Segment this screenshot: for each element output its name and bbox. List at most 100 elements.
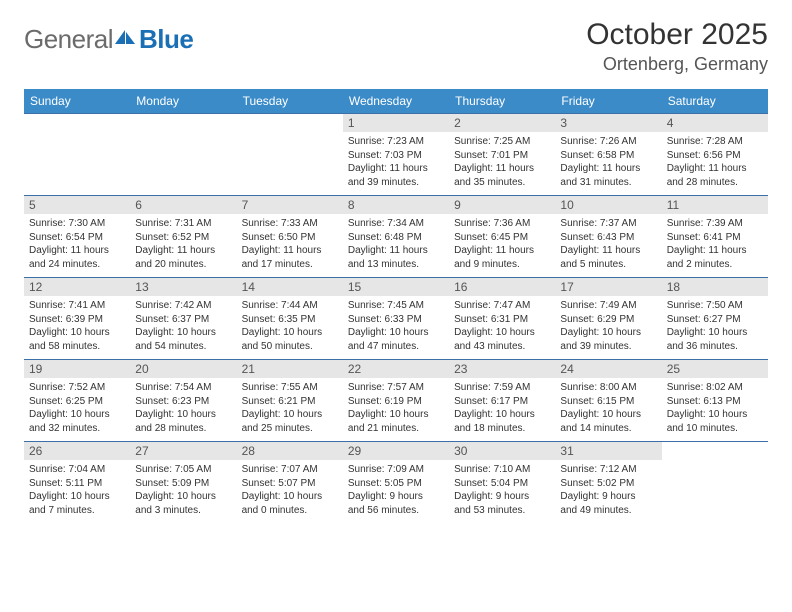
day-cell: 18Sunrise: 7:50 AMSunset: 6:27 PMDayligh… <box>662 278 768 360</box>
day-number: 18 <box>662 278 768 296</box>
day-body: Sunrise: 7:36 AMSunset: 6:45 PMDaylight:… <box>449 214 555 277</box>
day-header: Saturday <box>662 89 768 114</box>
day-number: 9 <box>449 196 555 214</box>
day-line: and 18 minutes. <box>454 422 550 436</box>
day-cell: 2Sunrise: 7:25 AMSunset: 7:01 PMDaylight… <box>449 114 555 196</box>
day-body: Sunrise: 7:33 AMSunset: 6:50 PMDaylight:… <box>237 214 343 277</box>
title-block: October 2025 Ortenberg, Germany <box>586 18 768 75</box>
day-number: 1 <box>343 114 449 132</box>
day-body: Sunrise: 7:10 AMSunset: 5:04 PMDaylight:… <box>449 460 555 523</box>
day-line: and 25 minutes. <box>242 422 338 436</box>
day-cell <box>237 114 343 196</box>
day-line: and 50 minutes. <box>242 340 338 354</box>
page-header: General Blue October 2025 Ortenberg, Ger… <box>24 18 768 75</box>
day-line: Daylight: 11 hours <box>242 244 338 258</box>
day-line: Sunset: 5:05 PM <box>348 477 444 491</box>
day-line: Sunrise: 7:30 AM <box>29 217 125 231</box>
day-line: Daylight: 10 hours <box>454 326 550 340</box>
day-line: Sunset: 6:52 PM <box>135 231 231 245</box>
day-body: Sunrise: 7:05 AMSunset: 5:09 PMDaylight:… <box>130 460 236 523</box>
day-body: Sunrise: 7:26 AMSunset: 6:58 PMDaylight:… <box>555 132 661 195</box>
day-line: Sunrise: 7:44 AM <box>242 299 338 313</box>
day-cell: 22Sunrise: 7:57 AMSunset: 6:19 PMDayligh… <box>343 360 449 442</box>
day-line: Sunrise: 8:02 AM <box>667 381 763 395</box>
day-line: Sunrise: 7:54 AM <box>135 381 231 395</box>
day-line: Sunset: 6:17 PM <box>454 395 550 409</box>
day-number: 3 <box>555 114 661 132</box>
day-body: Sunrise: 7:25 AMSunset: 7:01 PMDaylight:… <box>449 132 555 195</box>
day-line: Sunset: 6:25 PM <box>29 395 125 409</box>
day-line: Sunset: 6:50 PM <box>242 231 338 245</box>
day-cell: 7Sunrise: 7:33 AMSunset: 6:50 PMDaylight… <box>237 196 343 278</box>
day-line: Sunrise: 7:23 AM <box>348 135 444 149</box>
sail-icon <box>113 28 137 46</box>
day-line: Sunrise: 7:07 AM <box>242 463 338 477</box>
day-line: Daylight: 10 hours <box>560 408 656 422</box>
day-line: and 13 minutes. <box>348 258 444 272</box>
day-header: Sunday <box>24 89 130 114</box>
day-line: Daylight: 10 hours <box>454 408 550 422</box>
day-line: Daylight: 11 hours <box>29 244 125 258</box>
day-line: Sunset: 6:35 PM <box>242 313 338 327</box>
day-cell: 24Sunrise: 8:00 AMSunset: 6:15 PMDayligh… <box>555 360 661 442</box>
day-number: 13 <box>130 278 236 296</box>
day-line: Sunset: 6:19 PM <box>348 395 444 409</box>
day-cell: 20Sunrise: 7:54 AMSunset: 6:23 PMDayligh… <box>130 360 236 442</box>
day-cell: 5Sunrise: 7:30 AMSunset: 6:54 PMDaylight… <box>24 196 130 278</box>
day-line: Sunset: 5:04 PM <box>454 477 550 491</box>
day-line: Sunrise: 7:45 AM <box>348 299 444 313</box>
day-number: 2 <box>449 114 555 132</box>
day-line: Sunset: 6:13 PM <box>667 395 763 409</box>
day-cell: 4Sunrise: 7:28 AMSunset: 6:56 PMDaylight… <box>662 114 768 196</box>
day-line: and 36 minutes. <box>667 340 763 354</box>
day-line: Sunset: 7:03 PM <box>348 149 444 163</box>
day-number: 5 <box>24 196 130 214</box>
day-line: and 39 minutes. <box>560 340 656 354</box>
day-line: Sunset: 6:21 PM <box>242 395 338 409</box>
day-body <box>24 132 130 141</box>
day-line: Sunset: 6:31 PM <box>454 313 550 327</box>
day-line: Daylight: 11 hours <box>560 162 656 176</box>
day-line: Sunrise: 7:59 AM <box>454 381 550 395</box>
day-body: Sunrise: 7:12 AMSunset: 5:02 PMDaylight:… <box>555 460 661 523</box>
day-line: Sunrise: 7:41 AM <box>29 299 125 313</box>
day-number: 8 <box>343 196 449 214</box>
day-body: Sunrise: 7:04 AMSunset: 5:11 PMDaylight:… <box>24 460 130 523</box>
day-cell: 1Sunrise: 7:23 AMSunset: 7:03 PMDaylight… <box>343 114 449 196</box>
day-body: Sunrise: 7:45 AMSunset: 6:33 PMDaylight:… <box>343 296 449 359</box>
day-cell: 29Sunrise: 7:09 AMSunset: 5:05 PMDayligh… <box>343 442 449 524</box>
day-line: and 21 minutes. <box>348 422 444 436</box>
day-body: Sunrise: 7:30 AMSunset: 6:54 PMDaylight:… <box>24 214 130 277</box>
day-cell: 25Sunrise: 8:02 AMSunset: 6:13 PMDayligh… <box>662 360 768 442</box>
day-line: and 49 minutes. <box>560 504 656 518</box>
day-number <box>130 114 236 132</box>
day-number: 21 <box>237 360 343 378</box>
day-line: Sunrise: 7:26 AM <box>560 135 656 149</box>
day-line: Daylight: 10 hours <box>667 326 763 340</box>
day-cell: 11Sunrise: 7:39 AMSunset: 6:41 PMDayligh… <box>662 196 768 278</box>
day-cell <box>24 114 130 196</box>
day-body: Sunrise: 7:34 AMSunset: 6:48 PMDaylight:… <box>343 214 449 277</box>
day-cell: 16Sunrise: 7:47 AMSunset: 6:31 PMDayligh… <box>449 278 555 360</box>
day-line: and 24 minutes. <box>29 258 125 272</box>
day-line: Sunrise: 7:49 AM <box>560 299 656 313</box>
day-header: Friday <box>555 89 661 114</box>
day-line: Daylight: 11 hours <box>454 244 550 258</box>
day-line: Sunset: 6:48 PM <box>348 231 444 245</box>
day-line: and 28 minutes. <box>135 422 231 436</box>
day-number <box>24 114 130 132</box>
day-body: Sunrise: 7:28 AMSunset: 6:56 PMDaylight:… <box>662 132 768 195</box>
day-body: Sunrise: 7:09 AMSunset: 5:05 PMDaylight:… <box>343 460 449 523</box>
day-body <box>237 132 343 141</box>
day-cell: 6Sunrise: 7:31 AMSunset: 6:52 PMDaylight… <box>130 196 236 278</box>
day-body: Sunrise: 7:50 AMSunset: 6:27 PMDaylight:… <box>662 296 768 359</box>
brand-logo: General Blue <box>24 18 193 55</box>
day-line: Daylight: 10 hours <box>135 490 231 504</box>
day-cell: 12Sunrise: 7:41 AMSunset: 6:39 PMDayligh… <box>24 278 130 360</box>
day-body: Sunrise: 7:42 AMSunset: 6:37 PMDaylight:… <box>130 296 236 359</box>
day-line: and 3 minutes. <box>135 504 231 518</box>
week-row: 1 Sunrise: 7:23 AMSunset: 7:03 PM Daylight… <box>24 114 768 196</box>
day-line: and 7 minutes. <box>29 504 125 518</box>
day-body: Sunrise: 7:47 AMSunset: 6:31 PMDaylight:… <box>449 296 555 359</box>
calendar-head: SundayMondayTuesdayWednesdayThursdayFrid… <box>24 89 768 114</box>
